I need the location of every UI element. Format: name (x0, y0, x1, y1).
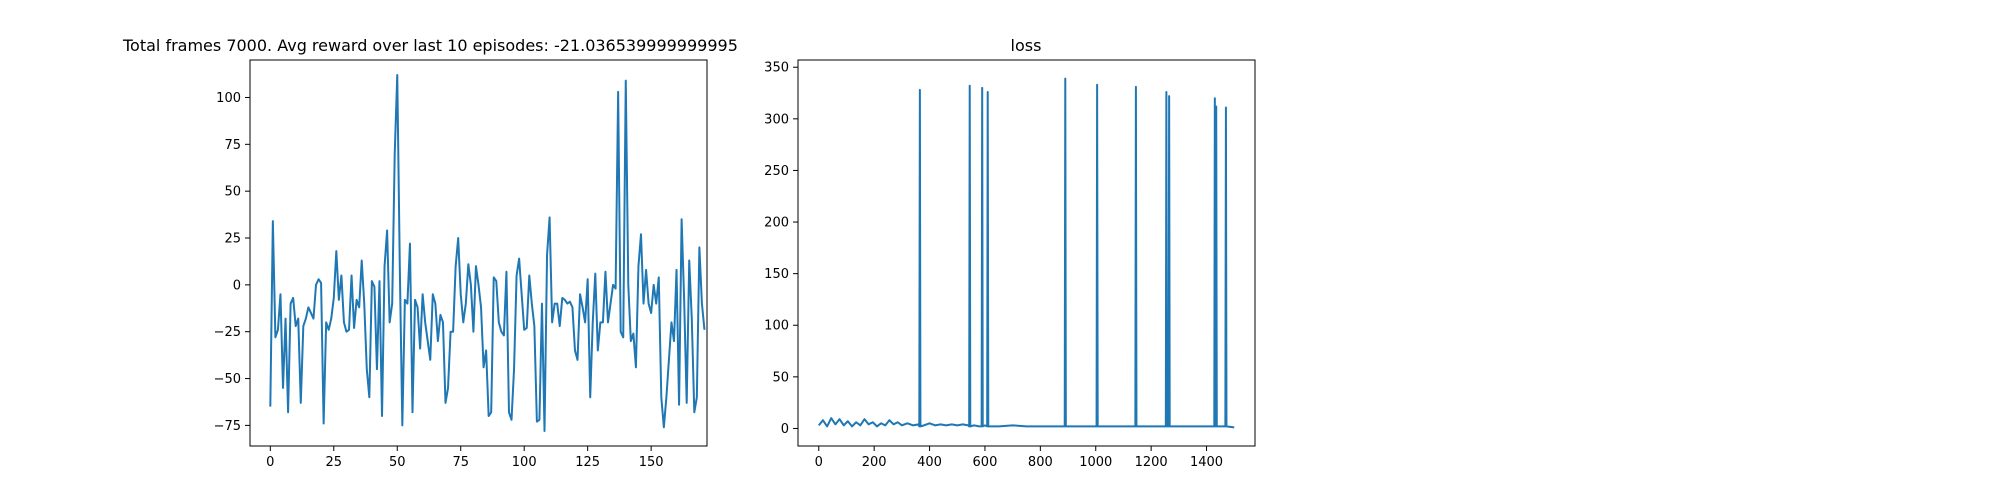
loss-y-tick-label: 300 (764, 112, 789, 127)
reward-x-tick-label: 150 (639, 455, 664, 470)
reward-y-tick-label: 50 (224, 185, 241, 200)
loss-y-tick-label: 100 (764, 319, 789, 334)
reward-y-tick-label: 75 (224, 138, 241, 153)
loss-y-tick-label: 0 (781, 422, 789, 437)
loss-y-tick-label: 250 (764, 164, 789, 179)
reward-axes-frame (249, 59, 708, 447)
loss-x-tick-label: 400 (917, 455, 942, 470)
loss-x-tick-label: 1200 (1135, 455, 1168, 470)
loss-y-tick-label: 50 (772, 370, 789, 385)
reward-y-tick-label: 0 (233, 278, 241, 293)
loss-x-tick-label: 200 (862, 455, 887, 470)
loss-series-line (817, 77, 1235, 429)
reward-x-tick-label: 50 (389, 455, 406, 470)
loss-y-tick-label: 350 (764, 61, 789, 76)
loss-y-tick-label: 200 (764, 216, 789, 231)
loss-x-tick-label: 800 (1028, 455, 1053, 470)
loss-axes-frame (797, 59, 1256, 447)
reward-chart: Total frames 7000. Avg reward over last … (122, 36, 738, 470)
reward-series-line (269, 73, 706, 433)
reward-x-tick-label: 75 (452, 455, 469, 470)
loss-x-tick-label: 600 (973, 455, 998, 470)
loss-x-tick-label: 1000 (1079, 455, 1112, 470)
loss-chart-title: loss (1011, 36, 1042, 55)
reward-y-tick-label: 100 (216, 91, 241, 106)
loss-chart: loss 0 200 400 600 800 1000 1200 1400 0 50 100 150 2… (764, 36, 1256, 470)
reward-x-tick-label: 125 (575, 455, 600, 470)
reward-y-tick-label: −75 (214, 419, 241, 434)
reward-y-tick-label: −25 (214, 325, 241, 340)
reward-x-tick-label: 100 (512, 455, 537, 470)
reward-y-tick-label: −50 (214, 372, 241, 387)
reward-chart-title: Total frames 7000. Avg reward over last … (122, 36, 738, 55)
reward-x-tick-label: 0 (266, 455, 274, 470)
reward-x-tick-label: 25 (326, 455, 343, 470)
loss-y-tick-label: 150 (764, 267, 789, 282)
loss-x-tick-label: 1400 (1190, 455, 1223, 470)
loss-x-tick-label: 0 (815, 455, 823, 470)
reward-y-tick-label: 25 (224, 232, 241, 247)
